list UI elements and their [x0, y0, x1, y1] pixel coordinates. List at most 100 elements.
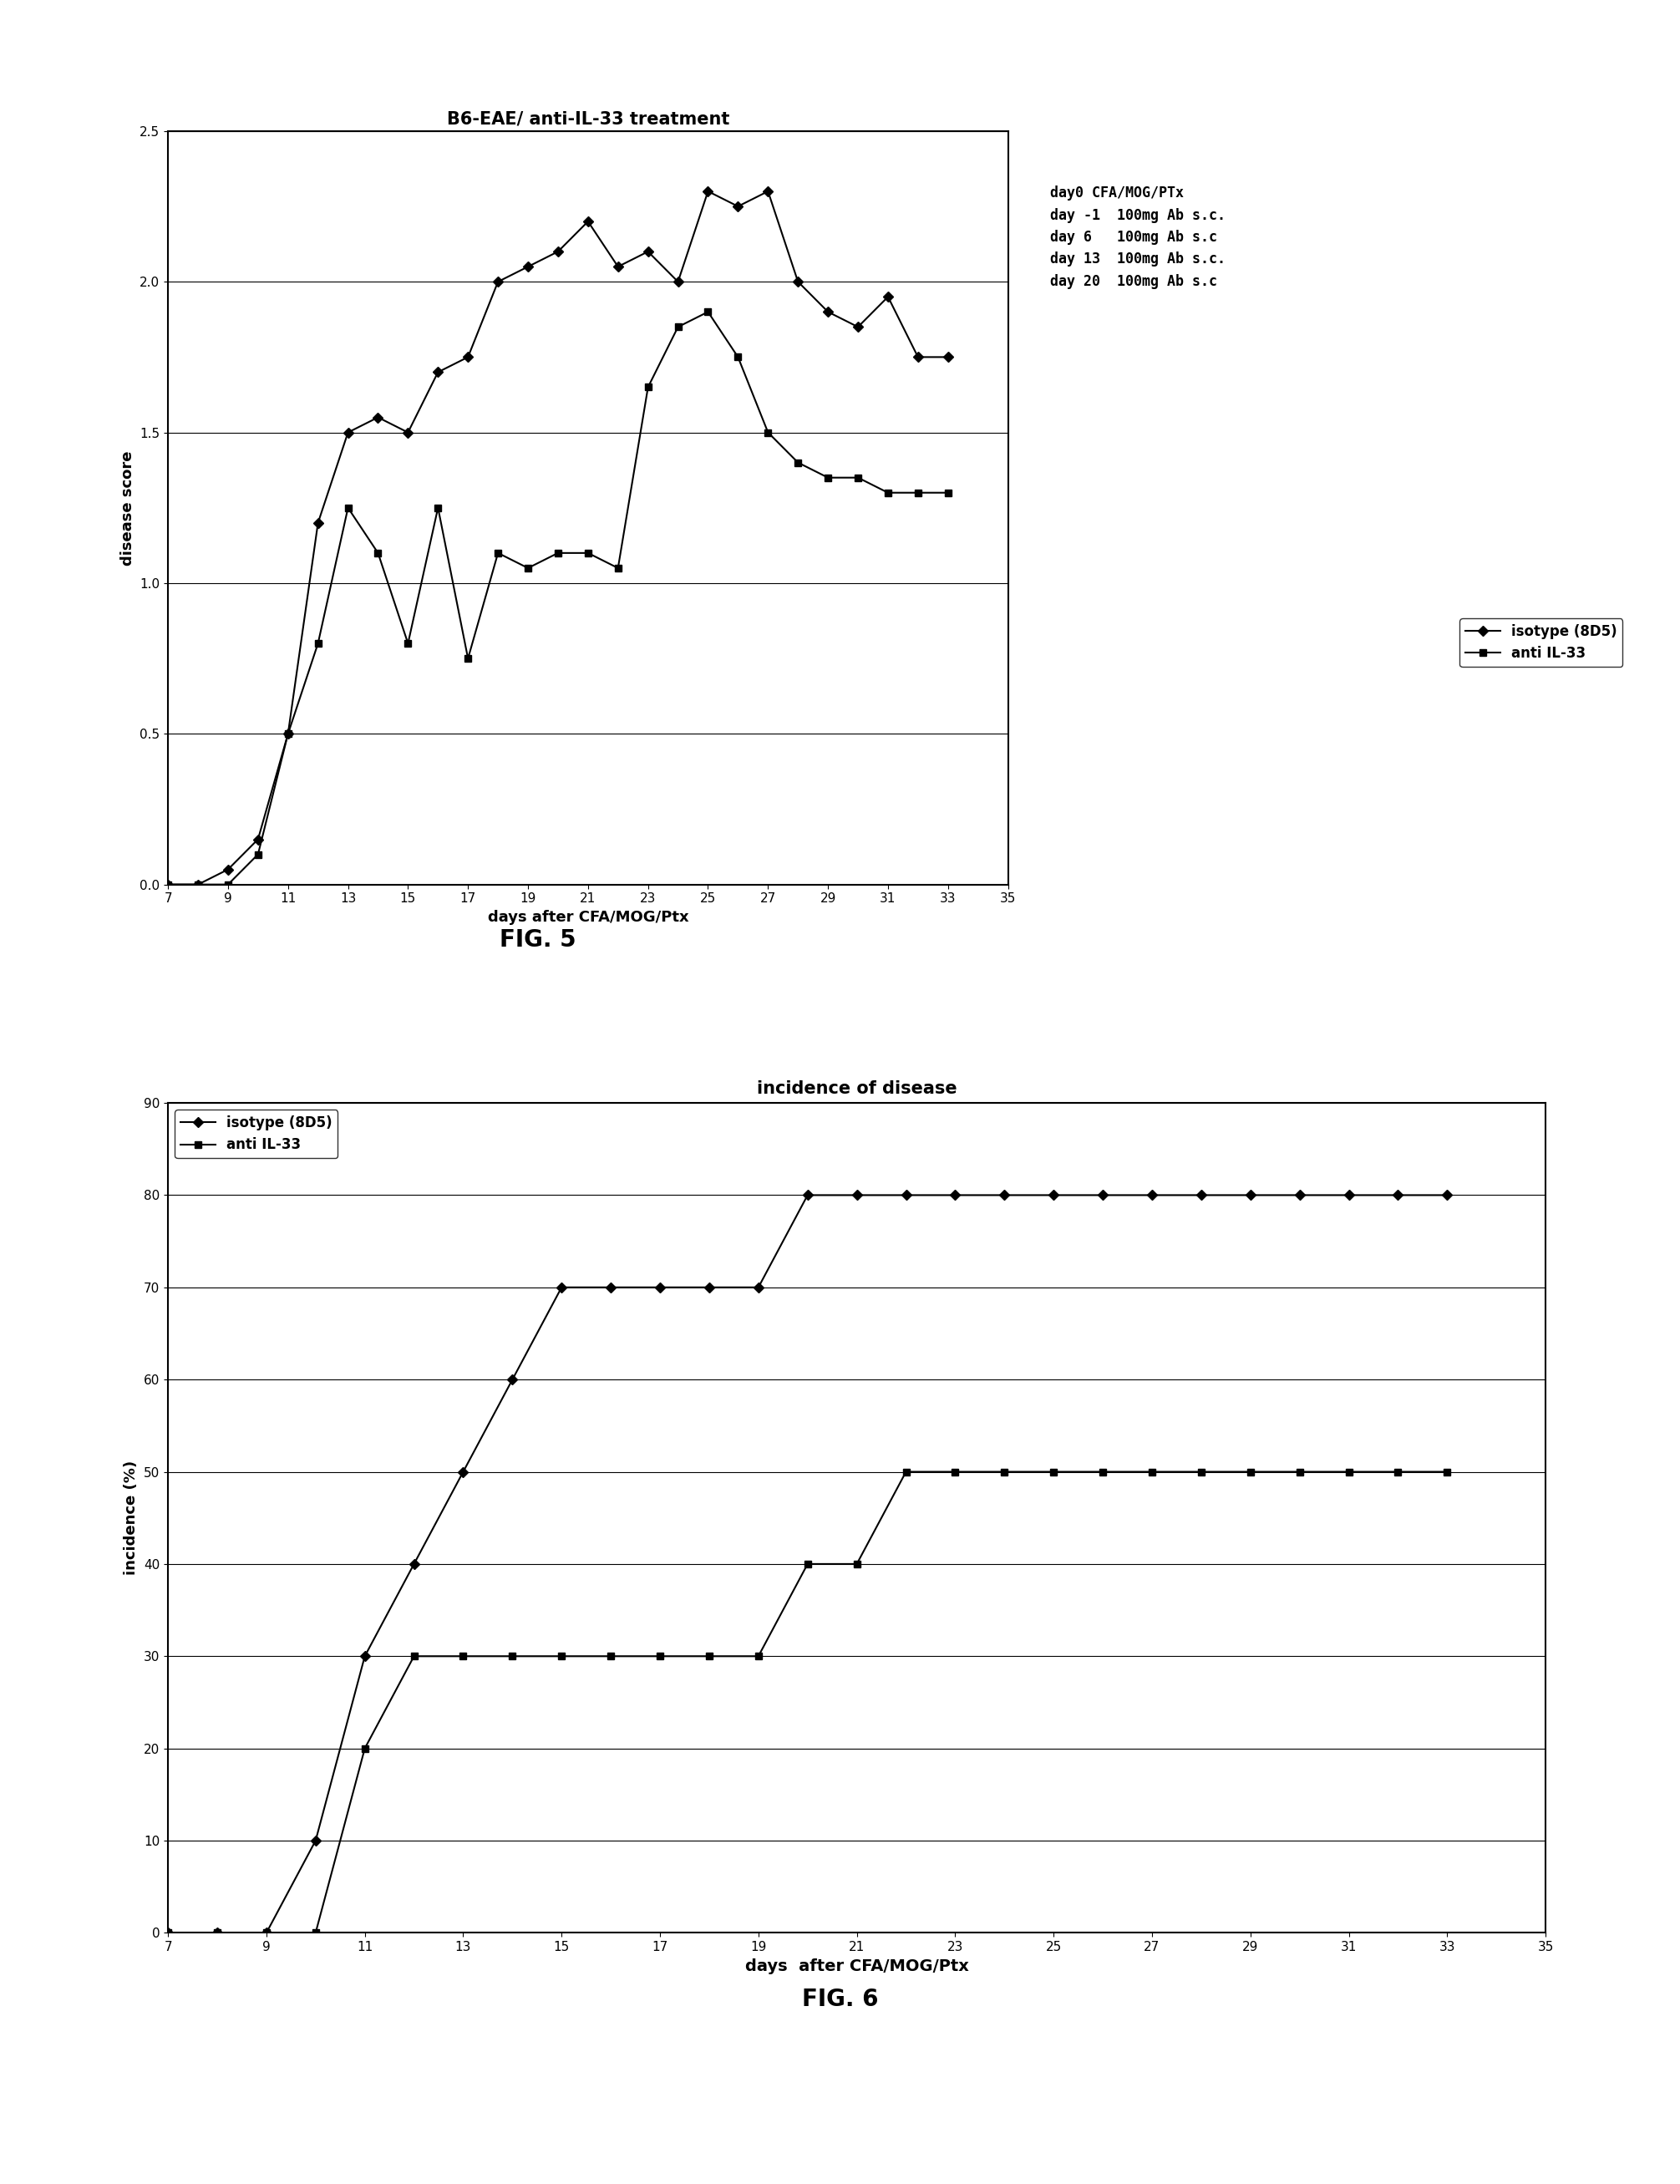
anti IL-33: [1043, 1459, 1063, 1485]
isotype (8D5): [748, 1273, 768, 1299]
anti IL-33: [879, 480, 899, 507]
isotype (8D5): [1142, 1182, 1163, 1208]
isotype (8D5): [368, 404, 388, 430]
anti IL-33: [249, 841, 269, 867]
anti IL-33: [578, 539, 598, 566]
isotype (8D5): [548, 238, 568, 264]
Line: isotype (8D5): isotype (8D5): [165, 188, 951, 889]
anti IL-33: [937, 480, 958, 507]
isotype (8D5): [257, 1920, 277, 1946]
anti IL-33: [354, 1736, 375, 1762]
anti IL-33: [650, 1642, 670, 1669]
isotype (8D5): [727, 194, 748, 221]
anti IL-33: [548, 539, 568, 566]
isotype (8D5): [601, 1273, 622, 1299]
isotype (8D5): [218, 856, 239, 882]
anti IL-33: [1142, 1459, 1163, 1485]
anti IL-33: [788, 450, 808, 476]
Y-axis label: incidence (%): incidence (%): [124, 1461, 139, 1575]
anti IL-33: [748, 1642, 768, 1669]
anti IL-33: [798, 1551, 818, 1577]
isotype (8D5): [669, 269, 689, 295]
isotype (8D5): [249, 826, 269, 852]
anti IL-33: [306, 1920, 326, 1946]
isotype (8D5): [818, 299, 838, 325]
isotype (8D5): [158, 1920, 178, 1946]
anti IL-33: [638, 373, 659, 400]
isotype (8D5): [1290, 1182, 1310, 1208]
isotype (8D5): [398, 419, 418, 446]
isotype (8D5): [403, 1551, 423, 1577]
anti IL-33: [459, 646, 479, 673]
anti IL-33: [907, 480, 927, 507]
Line: isotype (8D5): isotype (8D5): [165, 1192, 1452, 1937]
anti IL-33: [818, 465, 838, 491]
isotype (8D5): [1388, 1182, 1408, 1208]
anti IL-33: [517, 555, 538, 581]
anti IL-33: [218, 871, 239, 898]
anti IL-33: [551, 1642, 571, 1669]
isotype (8D5): [487, 269, 507, 295]
anti IL-33: [454, 1642, 474, 1669]
Legend: isotype (8D5), anti IL-33: isotype (8D5), anti IL-33: [1460, 618, 1623, 666]
Text: FIG. 5: FIG. 5: [499, 928, 576, 952]
isotype (8D5): [608, 253, 628, 280]
anti IL-33: [368, 539, 388, 566]
anti IL-33: [1092, 1459, 1112, 1485]
anti IL-33: [895, 1459, 916, 1485]
anti IL-33: [727, 345, 748, 371]
anti IL-33: [608, 555, 628, 581]
anti IL-33: [1290, 1459, 1310, 1485]
isotype (8D5): [697, 179, 717, 205]
anti IL-33: [158, 1920, 178, 1946]
isotype (8D5): [1436, 1182, 1457, 1208]
isotype (8D5): [788, 269, 808, 295]
isotype (8D5): [354, 1642, 375, 1669]
isotype (8D5): [1240, 1182, 1260, 1208]
isotype (8D5): [158, 871, 178, 898]
isotype (8D5): [848, 314, 869, 341]
anti IL-33: [697, 299, 717, 325]
isotype (8D5): [1092, 1182, 1112, 1208]
anti IL-33: [307, 631, 328, 657]
isotype (8D5): [306, 1828, 326, 1854]
isotype (8D5): [338, 419, 358, 446]
Text: day0 CFA/MOG/PTx
day -1  100mg Ab s.c.
day 6   100mg Ab s.c
day 13  100mg Ab s.c: day0 CFA/MOG/PTx day -1 100mg Ab s.c. da…: [1050, 186, 1225, 288]
isotype (8D5): [946, 1182, 966, 1208]
Line: anti IL-33: anti IL-33: [165, 1468, 1452, 1937]
isotype (8D5): [798, 1182, 818, 1208]
anti IL-33: [188, 871, 208, 898]
anti IL-33: [848, 465, 869, 491]
Line: anti IL-33: anti IL-33: [165, 308, 951, 889]
isotype (8D5): [1191, 1182, 1211, 1208]
anti IL-33: [428, 496, 449, 522]
anti IL-33: [1240, 1459, 1260, 1485]
anti IL-33: [758, 419, 778, 446]
isotype (8D5): [578, 207, 598, 234]
isotype (8D5): [277, 721, 297, 747]
anti IL-33: [403, 1642, 423, 1669]
isotype (8D5): [454, 1459, 474, 1485]
isotype (8D5): [650, 1273, 670, 1299]
isotype (8D5): [879, 284, 899, 310]
anti IL-33: [207, 1920, 227, 1946]
isotype (8D5): [188, 871, 208, 898]
isotype (8D5): [895, 1182, 916, 1208]
isotype (8D5): [699, 1273, 719, 1299]
Title: B6-EAE/ anti-IL-33 treatment: B6-EAE/ anti-IL-33 treatment: [447, 111, 729, 127]
anti IL-33: [1388, 1459, 1408, 1485]
Y-axis label: disease score: disease score: [119, 450, 134, 566]
anti IL-33: [1339, 1459, 1359, 1485]
X-axis label: days after CFA/MOG/Ptx: days after CFA/MOG/Ptx: [487, 911, 689, 924]
anti IL-33: [601, 1642, 622, 1669]
anti IL-33: [995, 1459, 1015, 1485]
X-axis label: days  after CFA/MOG/Ptx: days after CFA/MOG/Ptx: [744, 1959, 969, 1974]
isotype (8D5): [638, 238, 659, 264]
anti IL-33: [847, 1551, 867, 1577]
isotype (8D5): [551, 1273, 571, 1299]
anti IL-33: [158, 871, 178, 898]
anti IL-33: [1436, 1459, 1457, 1485]
isotype (8D5): [907, 345, 927, 371]
isotype (8D5): [207, 1920, 227, 1946]
anti IL-33: [487, 539, 507, 566]
